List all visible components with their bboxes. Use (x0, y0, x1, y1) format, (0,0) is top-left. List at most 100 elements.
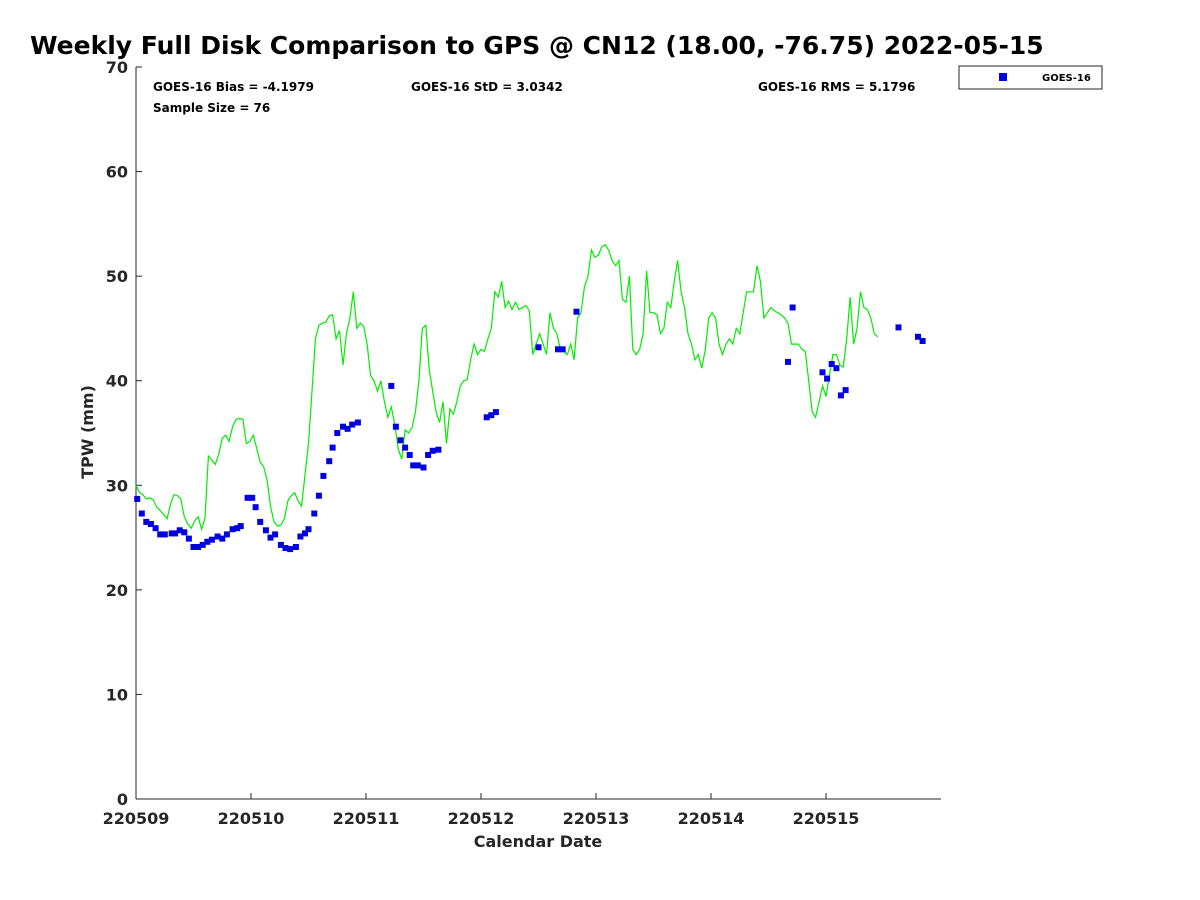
goes16-data-point (311, 510, 318, 517)
goes16-data-point (410, 462, 417, 469)
goes16-data-point (555, 346, 561, 353)
goes16-data-point (315, 492, 322, 499)
y-tick-label: 0 (117, 790, 128, 809)
goes16-data-point (305, 526, 312, 533)
goes16-data-point (249, 494, 256, 501)
goes16-data-point (292, 544, 299, 550)
goes16-data-point (785, 358, 791, 365)
goes16-series-points (134, 304, 926, 553)
goes16-data-point (181, 529, 188, 536)
goes16-data-point (152, 525, 159, 532)
plot-area (136, 67, 941, 799)
x-tick-label: 220515 (793, 809, 860, 828)
goes16-data-point (234, 525, 241, 532)
goes16-data-point (287, 546, 294, 553)
goes16-data-point (161, 531, 168, 538)
goes16-data-point (277, 541, 284, 548)
goes16-data-point (199, 541, 206, 548)
goes16-data-point (344, 425, 351, 432)
x-tick-label: 220513 (563, 809, 630, 828)
goes16-data-point (272, 531, 279, 538)
goes16-data-point (397, 437, 404, 444)
y-tick-label: 40 (106, 372, 128, 391)
legend-label-goes16: GOES-16 (1042, 73, 1091, 84)
goes16-data-point (195, 544, 202, 550)
goes16-data-point (349, 421, 356, 428)
goes16-data-point (204, 538, 211, 545)
goes16-data-point (297, 533, 304, 540)
goes16-data-point (329, 444, 336, 451)
goes16-data-point (824, 375, 831, 382)
goes16-data-point (208, 536, 215, 543)
goes16-data-point (895, 324, 902, 331)
goes16-data-point (138, 510, 145, 517)
goes16-data-point (143, 518, 150, 525)
goes16-data-point (492, 409, 499, 416)
x-tick-label: 220512 (448, 809, 515, 828)
goes16-data-point (573, 308, 580, 315)
y-tick-label: 20 (106, 581, 128, 600)
goes16-data-point (176, 527, 183, 534)
goes16-data-point (262, 527, 269, 534)
goes16-data-point (302, 530, 308, 537)
goes16-data-point (425, 452, 432, 458)
goes16-data-point (435, 446, 442, 453)
goes16-data-point (915, 333, 921, 340)
y-tick-label: 10 (106, 685, 128, 704)
goes16-data-point (168, 530, 175, 537)
goes16-data-point (214, 533, 221, 540)
goes16-data-point (406, 452, 413, 458)
goes16-data-point (244, 494, 251, 501)
goes16-data-point (402, 444, 409, 451)
x-tick-label: 220510 (218, 809, 285, 828)
goes16-data-point (354, 419, 361, 426)
goes16-data-point (828, 361, 835, 367)
y-tick-label: 60 (106, 163, 128, 182)
legend-box (958, 65, 1103, 90)
y-tick-label: 30 (106, 476, 128, 495)
goes16-data-point (147, 521, 154, 527)
goes16-data-point (819, 369, 826, 376)
goes16-data-point (837, 392, 844, 399)
goes16-data-point (229, 526, 236, 533)
legend-marker-goes16 (999, 73, 1007, 81)
goes16-data-point (237, 523, 244, 530)
x-axis-label: Calendar Date (474, 832, 603, 851)
y-axis-label: TPW (mm) (78, 385, 97, 479)
goes16-data-point (340, 423, 346, 430)
goes16-data-point (326, 458, 333, 465)
chart-title: Weekly Full Disk Comparison to GPS @ CN1… (30, 31, 1044, 60)
x-tick-label: 220514 (678, 809, 745, 828)
goes16-data-point (157, 531, 164, 538)
x-ticks: 220509 220510 220511 220512 220513 220514 2205… (103, 793, 860, 828)
goes16-data-point (185, 535, 192, 542)
bias-stat: GOES-16 Bias = -4.1979 (153, 80, 314, 94)
goes16-data-point (219, 535, 226, 542)
goes16-data-point (535, 344, 542, 351)
goes16-data-point (414, 462, 421, 469)
x-tick-label: 220509 (103, 809, 170, 828)
goes16-data-point (392, 423, 399, 430)
x-tick-label: 220511 (333, 809, 400, 828)
goes16-data-point (789, 304, 796, 311)
y-tick-label: 50 (106, 267, 128, 286)
goes16-data-point (134, 495, 141, 502)
goes16-data-point (320, 472, 327, 479)
goes16-data-point (172, 530, 179, 537)
goes16-data-point (559, 346, 566, 353)
goes16-data-point (483, 414, 490, 421)
rms-stat: GOES-16 RMS = 5.1796 (758, 80, 915, 94)
sample-size-stat: Sample Size = 76 (153, 101, 270, 115)
std-stat: GOES-16 StD = 3.0342 (411, 80, 563, 94)
goes16-data-point (267, 534, 274, 541)
goes16-data-point (488, 412, 495, 419)
goes16-data-point (429, 447, 436, 454)
goes16-data-point (252, 504, 259, 511)
goes16-data-point (334, 430, 341, 436)
goes16-data-point (919, 338, 926, 344)
legend: GOES-16 (958, 65, 1103, 90)
goes16-data-point (833, 365, 840, 372)
y-ticks: 0 10 20 30 40 50 60 70 (106, 58, 142, 809)
goes16-data-point (282, 545, 289, 551)
